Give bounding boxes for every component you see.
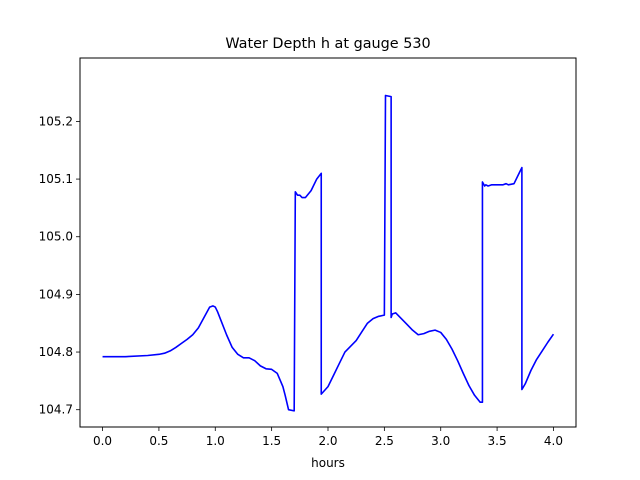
x-tick-label: 0.5	[149, 434, 168, 448]
plot-area	[102, 94, 555, 412]
y-tick-label: 105.0	[39, 230, 73, 244]
y-axis: 104.7 104.8 104.9 105.0 105.1 105.2	[39, 114, 80, 417]
y-tick-label: 105.2	[39, 114, 73, 128]
x-axis-label: hours	[311, 456, 345, 470]
axes-frame	[79, 57, 577, 428]
x-tick-label: 1.5	[262, 434, 281, 448]
x-tick-label: 0.0	[93, 434, 112, 448]
y-tick-label: 105.1	[39, 172, 73, 186]
x-tick-label: 2.0	[318, 434, 337, 448]
y-tick-label: 104.9	[39, 287, 73, 301]
x-tick-label: 1.0	[206, 434, 225, 448]
x-axis: 0.0 0.5 1.0 1.5 2.0 2.5 3.0 3.5 4.0	[93, 427, 563, 448]
x-tick-label: 4.0	[544, 434, 563, 448]
x-tick-label: 3.0	[431, 434, 450, 448]
x-tick-label: 2.5	[375, 434, 394, 448]
chart-title: Water Depth h at gauge 530	[225, 36, 430, 52]
y-tick-label: 104.8	[39, 345, 73, 359]
x-tick-label: 3.5	[488, 434, 507, 448]
y-tick-label: 104.7	[39, 403, 73, 417]
series-line-water-depth	[102, 94, 555, 412]
